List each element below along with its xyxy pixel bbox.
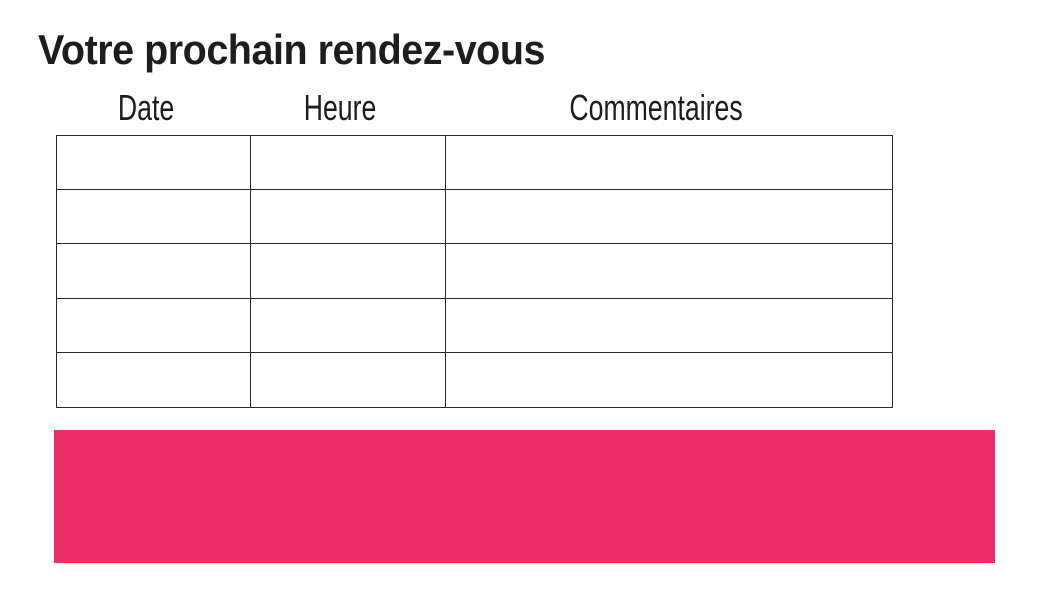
table-cell-r2-c1: [57, 190, 251, 245]
table-cell-r5-c3: [446, 353, 892, 407]
table-cell-r2-c3: [446, 190, 892, 245]
pink-banner: [54, 430, 995, 563]
column-header-date-label: Date: [117, 87, 175, 128]
table-cell-r2-c2: [251, 190, 446, 245]
column-header-heure-label: Heure: [304, 87, 377, 128]
table-cell-r3-c3: [446, 244, 892, 299]
column-header-commentaires: Commentaires: [445, 90, 893, 126]
table-cell-r1-c3: [446, 136, 892, 191]
table-cell-r1-c2: [251, 136, 446, 191]
table-cell-r4-c2: [251, 298, 446, 353]
table-cell-r1-c1: [57, 136, 251, 191]
page-title-text: Votre prochain rendez-vous: [38, 26, 545, 73]
column-header-date: Date: [56, 90, 250, 126]
table-cell-r4-c1: [57, 298, 251, 353]
column-header-heure: Heure: [250, 90, 445, 126]
table-cell-r5-c1: [57, 352, 251, 407]
page-title: Votre prochain rendez-vous: [38, 29, 545, 71]
table-cell-r3-c1: [57, 244, 251, 299]
table-cell-r5-c2: [251, 352, 446, 407]
appointments-table: [56, 135, 893, 408]
table-cell-r4-c3: [446, 299, 892, 353]
table-cell-r3-c2: [251, 244, 446, 299]
table-header-row: Date Heure Commentaires: [56, 90, 893, 126]
column-header-commentaires-label: Commentaires: [569, 87, 743, 128]
